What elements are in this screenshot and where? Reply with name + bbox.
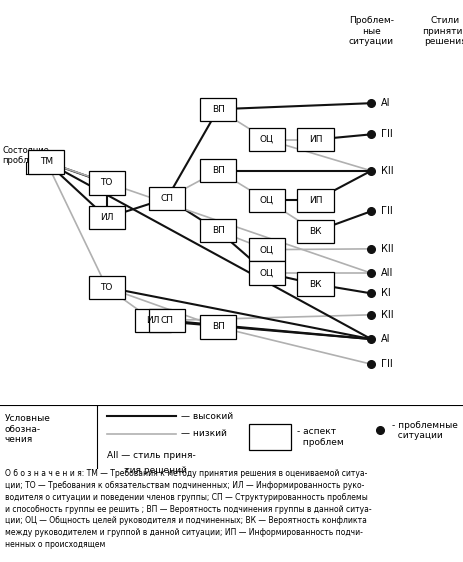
FancyBboxPatch shape — [248, 128, 284, 151]
Text: АII: АII — [381, 268, 393, 278]
Text: ИП: ИП — [308, 196, 322, 205]
Text: АI: АI — [381, 334, 390, 344]
FancyBboxPatch shape — [200, 315, 236, 339]
FancyBboxPatch shape — [88, 206, 125, 229]
Text: КII: КII — [381, 310, 393, 320]
Text: ВК: ВК — [309, 227, 321, 236]
Text: тия решений: тия решений — [106, 466, 186, 475]
FancyBboxPatch shape — [200, 98, 236, 121]
Text: ОЦ: ОЦ — [259, 245, 273, 254]
Text: ОЦ: ОЦ — [259, 196, 273, 205]
Text: ТО: ТО — [100, 283, 113, 292]
Text: КII: КII — [381, 166, 393, 176]
Text: ГII: ГII — [381, 359, 392, 369]
FancyBboxPatch shape — [297, 128, 333, 151]
Text: Условные
обозна-
чения: Условные обозна- чения — [5, 414, 50, 444]
FancyBboxPatch shape — [297, 220, 333, 243]
Text: — низкий: — низкий — [181, 429, 226, 438]
Text: — высокий: — высокий — [181, 412, 232, 421]
Text: СП: СП — [160, 316, 173, 325]
FancyBboxPatch shape — [248, 238, 284, 261]
FancyBboxPatch shape — [297, 273, 333, 296]
FancyBboxPatch shape — [200, 219, 236, 242]
FancyBboxPatch shape — [297, 189, 333, 212]
FancyBboxPatch shape — [135, 309, 171, 332]
FancyBboxPatch shape — [88, 171, 125, 194]
FancyBboxPatch shape — [248, 261, 284, 285]
Text: ТО: ТО — [100, 178, 113, 187]
Text: ИЛ: ИЛ — [100, 213, 113, 222]
Text: Проблем-
ные
ситуации: Проблем- ные ситуации — [348, 16, 393, 46]
Text: ВП: ВП — [211, 105, 224, 114]
Text: ВП: ВП — [211, 226, 224, 235]
FancyBboxPatch shape — [248, 189, 284, 212]
Text: - проблемные
  ситуации: - проблемные ситуации — [391, 421, 457, 440]
Text: КI: КI — [381, 288, 390, 298]
Text: Стили
принятия
решения: Стили принятия решения — [422, 16, 463, 46]
Text: ГII: ГII — [381, 206, 392, 216]
Text: АII — стиль приня-: АII — стиль приня- — [106, 451, 195, 460]
FancyBboxPatch shape — [88, 275, 125, 299]
Text: СП: СП — [160, 194, 173, 203]
Text: ИП: ИП — [308, 135, 322, 144]
Text: - аспект
  проблем: - аспект проблем — [296, 427, 343, 447]
Text: ОЦ: ОЦ — [259, 135, 273, 144]
FancyBboxPatch shape — [149, 187, 185, 210]
Text: АI: АI — [381, 98, 390, 108]
Text: О б о з н а ч е н и я: ТМ — Требования к методу принятия решения в оцениваемой с: О б о з н а ч е н и я: ТМ — Требования к… — [5, 469, 370, 549]
Text: ОЦ: ОЦ — [259, 269, 273, 278]
Text: ВП: ВП — [211, 323, 224, 332]
Text: ИЛ: ИЛ — [146, 316, 160, 325]
FancyBboxPatch shape — [149, 309, 185, 332]
Text: ГII: ГII — [381, 129, 392, 139]
FancyBboxPatch shape — [28, 150, 64, 174]
Text: ТМ: ТМ — [40, 157, 53, 166]
FancyBboxPatch shape — [200, 159, 236, 183]
FancyBboxPatch shape — [249, 424, 291, 450]
Text: ВП: ВП — [211, 166, 224, 175]
Text: ВК: ВК — [309, 279, 321, 288]
Text: Состояние
проблемы: Состояние проблемы — [2, 146, 49, 165]
Text: КII: КII — [381, 244, 393, 254]
